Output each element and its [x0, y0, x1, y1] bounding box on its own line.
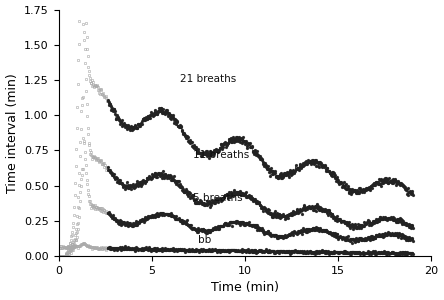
- Y-axis label: Time interval (min): Time interval (min): [6, 73, 19, 193]
- Text: bb: bb: [198, 235, 212, 245]
- Text: 21 breaths: 21 breaths: [180, 74, 236, 84]
- Text: 5 breaths: 5 breaths: [193, 193, 242, 203]
- Text: 11 breaths: 11 breaths: [193, 150, 249, 160]
- X-axis label: Time (min): Time (min): [211, 281, 279, 294]
